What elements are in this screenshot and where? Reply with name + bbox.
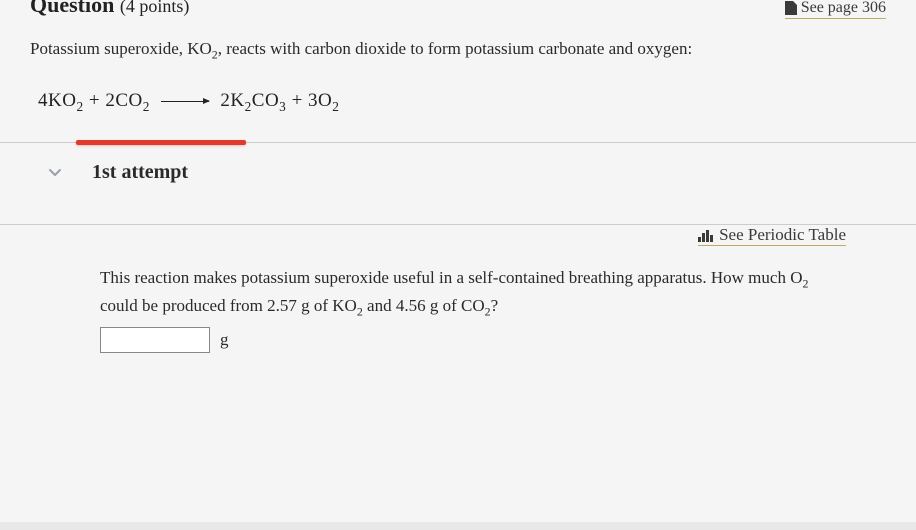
chemical-equation: 4KO2 + 2CO2 2K2CO3 + 3O2 [38,90,886,115]
see-page-text: See page 306 [801,0,886,16]
problem-intro: Potassium superoxide, KO2, reacts with c… [30,37,886,64]
question-points: (4 points) [120,0,190,16]
attempt-row[interactable]: 1st attempt [30,161,886,184]
page-icon [785,1,797,15]
see-page-link[interactable]: See page 306 [785,0,886,19]
attempt-label: 1st attempt [92,161,188,184]
progress-bar [76,140,246,145]
periodic-table-icon [698,227,714,247]
question-prefix: Question [30,0,114,17]
reaction-arrow-icon [161,101,209,102]
intro-text-b: , reacts with carbon dioxide to form pot… [218,39,692,58]
answer-input[interactable] [100,327,210,353]
answer-unit: g [220,330,229,350]
periodic-table-text: See Periodic Table [719,225,846,244]
question-heading: Question (4 points) [30,0,189,18]
chevron-down-icon [48,166,62,180]
intro-text-a: Potassium superoxide, KO [30,39,212,58]
question-body: This reaction makes potassium superoxide… [100,265,846,322]
periodic-table-link[interactable]: See Periodic Table [698,225,846,246]
